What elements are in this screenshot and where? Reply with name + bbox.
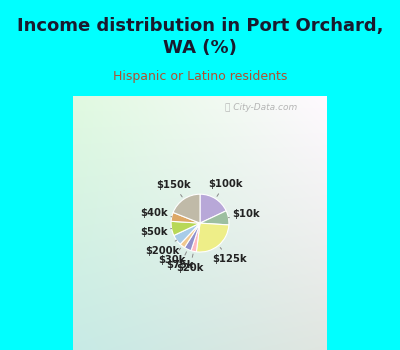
- Text: $100k: $100k: [208, 179, 242, 196]
- Text: Hispanic or Latino residents: Hispanic or Latino residents: [113, 70, 287, 83]
- Wedge shape: [184, 223, 200, 251]
- Text: Income distribution in Port Orchard,
WA (%): Income distribution in Port Orchard, WA …: [17, 17, 383, 57]
- Text: $30k: $30k: [158, 248, 185, 265]
- Wedge shape: [196, 223, 229, 252]
- Text: $75k: $75k: [166, 252, 194, 270]
- Text: $20k: $20k: [176, 254, 204, 273]
- Text: $10k: $10k: [228, 209, 260, 219]
- Wedge shape: [200, 194, 226, 223]
- Wedge shape: [174, 223, 200, 244]
- Text: $125k: $125k: [212, 247, 247, 264]
- Wedge shape: [200, 211, 229, 225]
- Text: $150k: $150k: [156, 180, 191, 197]
- Wedge shape: [171, 212, 200, 223]
- Wedge shape: [171, 221, 200, 236]
- Wedge shape: [191, 223, 200, 252]
- Text: ⓘ City-Data.com: ⓘ City-Data.com: [225, 103, 298, 112]
- Text: $40k: $40k: [141, 208, 172, 218]
- Text: $200k: $200k: [145, 240, 179, 256]
- Wedge shape: [180, 223, 200, 247]
- Text: $50k: $50k: [140, 227, 172, 237]
- Wedge shape: [173, 194, 200, 223]
